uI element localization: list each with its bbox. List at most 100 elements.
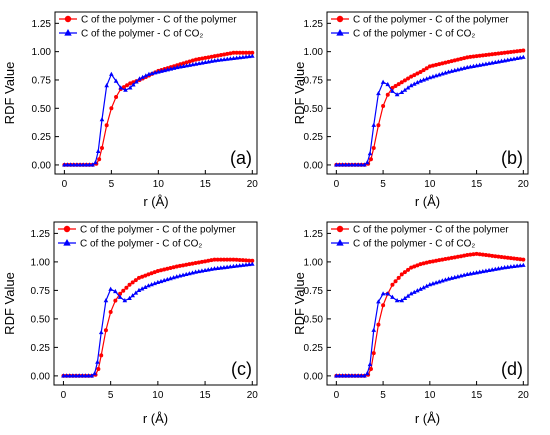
data-point (231, 257, 236, 262)
data-point (421, 285, 426, 290)
data-point (502, 50, 507, 55)
data-point (136, 287, 142, 292)
data-point (409, 265, 414, 270)
x-tick-label: 20 (518, 390, 530, 401)
data-point (187, 262, 192, 267)
x-tick-label: 20 (518, 179, 530, 190)
data-point (222, 52, 227, 57)
data-point (411, 81, 417, 86)
data-point (474, 251, 479, 256)
data-point (133, 290, 139, 295)
data-point (190, 261, 195, 266)
y-axis-label: RDF Value (2, 62, 17, 125)
data-point (62, 162, 67, 167)
data-point (434, 62, 439, 67)
data-point (402, 270, 407, 275)
data-point (390, 282, 395, 287)
x-tick-label: 10 (424, 179, 436, 190)
data-point (394, 298, 400, 303)
data-point (405, 293, 411, 298)
data-point (73, 373, 79, 378)
data-point (146, 272, 151, 277)
data-point (109, 106, 114, 111)
legend-entry: C of the polymer - C of the polymer (80, 225, 236, 236)
data-point (502, 264, 507, 270)
data-point (362, 162, 367, 167)
y-tick-label: 0.50 (32, 104, 52, 115)
data-point (109, 71, 114, 76)
data-point (95, 148, 101, 153)
data-point (521, 257, 526, 262)
data-point (490, 253, 495, 258)
x-axis-label: r (Å) (415, 194, 440, 209)
x-tick-label: 0 (334, 390, 340, 401)
data-point (237, 55, 243, 60)
data-point (243, 258, 248, 263)
series-line (63, 259, 253, 377)
data-point (103, 328, 108, 333)
y-tick-label: 0.00 (304, 160, 324, 171)
data-point (134, 79, 139, 84)
data-point (125, 83, 130, 88)
data-point (237, 50, 242, 55)
data-point (231, 263, 236, 269)
data-point (90, 162, 95, 167)
x-tick-label: 0 (62, 179, 68, 190)
data-point (234, 263, 239, 268)
data-point (215, 265, 220, 270)
legend-entry: C of the polymer - C of CO₂ (81, 29, 203, 40)
series-polymer-co2 (61, 261, 255, 378)
panel-d: 0.00 0.25 0.50 0.75 1.00 1.25 0 5 10 15 20 RDF Valu… (292, 221, 530, 426)
data-point (193, 261, 198, 266)
legend-entry: C of the polymer - C of the polymer (353, 225, 509, 236)
data-point (215, 53, 220, 58)
panel-b: 0.00 0.25 0.50 0.75 1.00 1.25 0 5 10 15 20 RDF Valu… (292, 11, 530, 209)
data-point (443, 60, 448, 65)
panel-c: 0.00 0.25 0.50 0.75 1.00 1.25 0 5 10 15 20 RDF Valu… (2, 221, 258, 426)
data-point (221, 264, 227, 270)
data-point (87, 162, 92, 167)
data-point (364, 371, 370, 376)
data-point (240, 262, 246, 267)
legend-marker (63, 239, 71, 246)
data-point (480, 252, 485, 257)
x-axis-label: r (Å) (143, 411, 168, 426)
data-point (511, 256, 516, 261)
legend-entry: C of the polymer - C of the polymer (81, 15, 237, 26)
data-point (411, 289, 417, 294)
plot-frame (53, 221, 258, 386)
data-point (240, 258, 245, 263)
data-point (250, 50, 255, 55)
data-point (181, 263, 186, 268)
data-point (402, 87, 408, 92)
data-point (133, 278, 138, 283)
x-tick-label: 15 (471, 179, 483, 190)
data-point (402, 78, 407, 83)
data-point (496, 254, 501, 259)
y-tick-label: 1.25 (31, 229, 51, 240)
data-point (113, 298, 118, 303)
data-point (209, 54, 214, 59)
data-point (237, 257, 242, 262)
data-point (246, 53, 252, 59)
x-tick-label: 15 (200, 179, 212, 190)
data-point (508, 50, 513, 55)
data-point (128, 81, 133, 86)
y-tick-label: 0.50 (304, 104, 324, 115)
data-point (212, 54, 217, 59)
data-point (483, 253, 488, 258)
plot-frame (326, 221, 529, 386)
x-tick-label: 0 (334, 179, 340, 190)
data-point (243, 262, 249, 267)
series-line (336, 253, 524, 377)
data-point (427, 259, 432, 264)
data-point (197, 57, 202, 62)
series-polymer-polymer (62, 50, 255, 167)
data-point (376, 123, 381, 128)
panel-label: (d) (501, 359, 523, 379)
data-point (415, 71, 420, 76)
data-point (127, 295, 132, 300)
data-point (437, 62, 442, 67)
data-point (340, 373, 345, 378)
data-point (165, 266, 170, 271)
